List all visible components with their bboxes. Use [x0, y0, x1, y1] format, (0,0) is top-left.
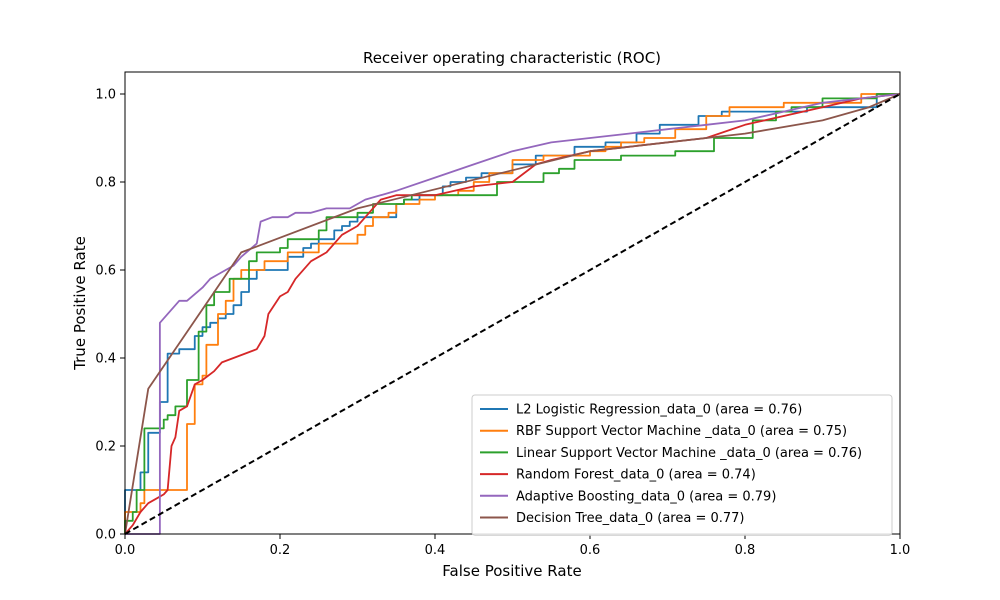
- y-tick-label: 0.4: [95, 352, 116, 367]
- series-line-1: [124, 93, 900, 534]
- x-axis-title: False Positive Rate: [442, 562, 581, 580]
- x-tick-label: 0.6: [580, 543, 601, 558]
- series-line-5: [124, 93, 901, 535]
- y-tick-label: 0.0: [95, 528, 116, 543]
- legend: L2 Logistic Regression_data_0 (area = 0.…: [471, 394, 893, 536]
- legend-label-1: RBF Support Vector Machine _data_0 (area…: [516, 424, 847, 439]
- legend-label-4: Adaptive Boosting_data_0 (area = 0.79): [516, 489, 776, 504]
- y-tick-label: 0.6: [95, 264, 116, 279]
- series-line-2: [124, 93, 900, 534]
- legend-box: [471, 394, 893, 536]
- legend-label-2: Linear Support Vector Machine _data_0 (a…: [516, 446, 862, 461]
- x-tick-label: 0.2: [270, 543, 291, 558]
- chart-title: Receiver operating characteristic (ROC): [363, 49, 661, 67]
- diagonal-reference-line: [124, 93, 901, 535]
- axis-ticks: 0.0 0.2 0.4 0.6 0.8 1.0 0.0 0.2 0.4 0.6 0.8 1.0: [95, 88, 910, 559]
- x-tick-label: 0.4: [425, 543, 446, 558]
- x-tick-label: 0.8: [735, 543, 756, 558]
- legend-label-3: Random Forest_data_0 (area = 0.74): [516, 468, 756, 483]
- y-axis-title: True Positive Rate: [71, 236, 89, 371]
- plot-area: [124, 93, 901, 535]
- y-tick-label: 1.0: [95, 88, 116, 103]
- series-line-4: [125, 93, 901, 535]
- x-tick-label: 0.0: [115, 543, 136, 558]
- legend-label-5: Decision Tree_data_0 (area = 0.77): [516, 511, 744, 526]
- series-line-0: [124, 93, 900, 534]
- y-tick-label: 0.2: [95, 440, 116, 455]
- x-tick-label: 1.0: [890, 543, 911, 558]
- legend-label-0: L2 Logistic Regression_data_0 (area = 0.…: [516, 403, 802, 418]
- y-tick-label: 0.8: [95, 176, 116, 191]
